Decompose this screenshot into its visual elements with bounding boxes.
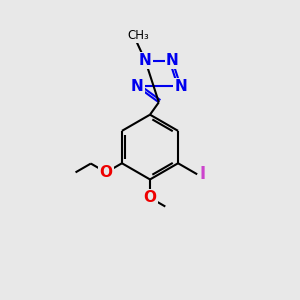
Text: N: N <box>139 53 152 68</box>
Text: N: N <box>166 53 179 68</box>
Text: CH₃: CH₃ <box>127 28 149 42</box>
Text: O: O <box>143 190 157 205</box>
Text: N: N <box>174 79 187 94</box>
Text: N: N <box>130 79 143 94</box>
Text: I: I <box>200 165 206 183</box>
Text: O: O <box>100 165 112 180</box>
